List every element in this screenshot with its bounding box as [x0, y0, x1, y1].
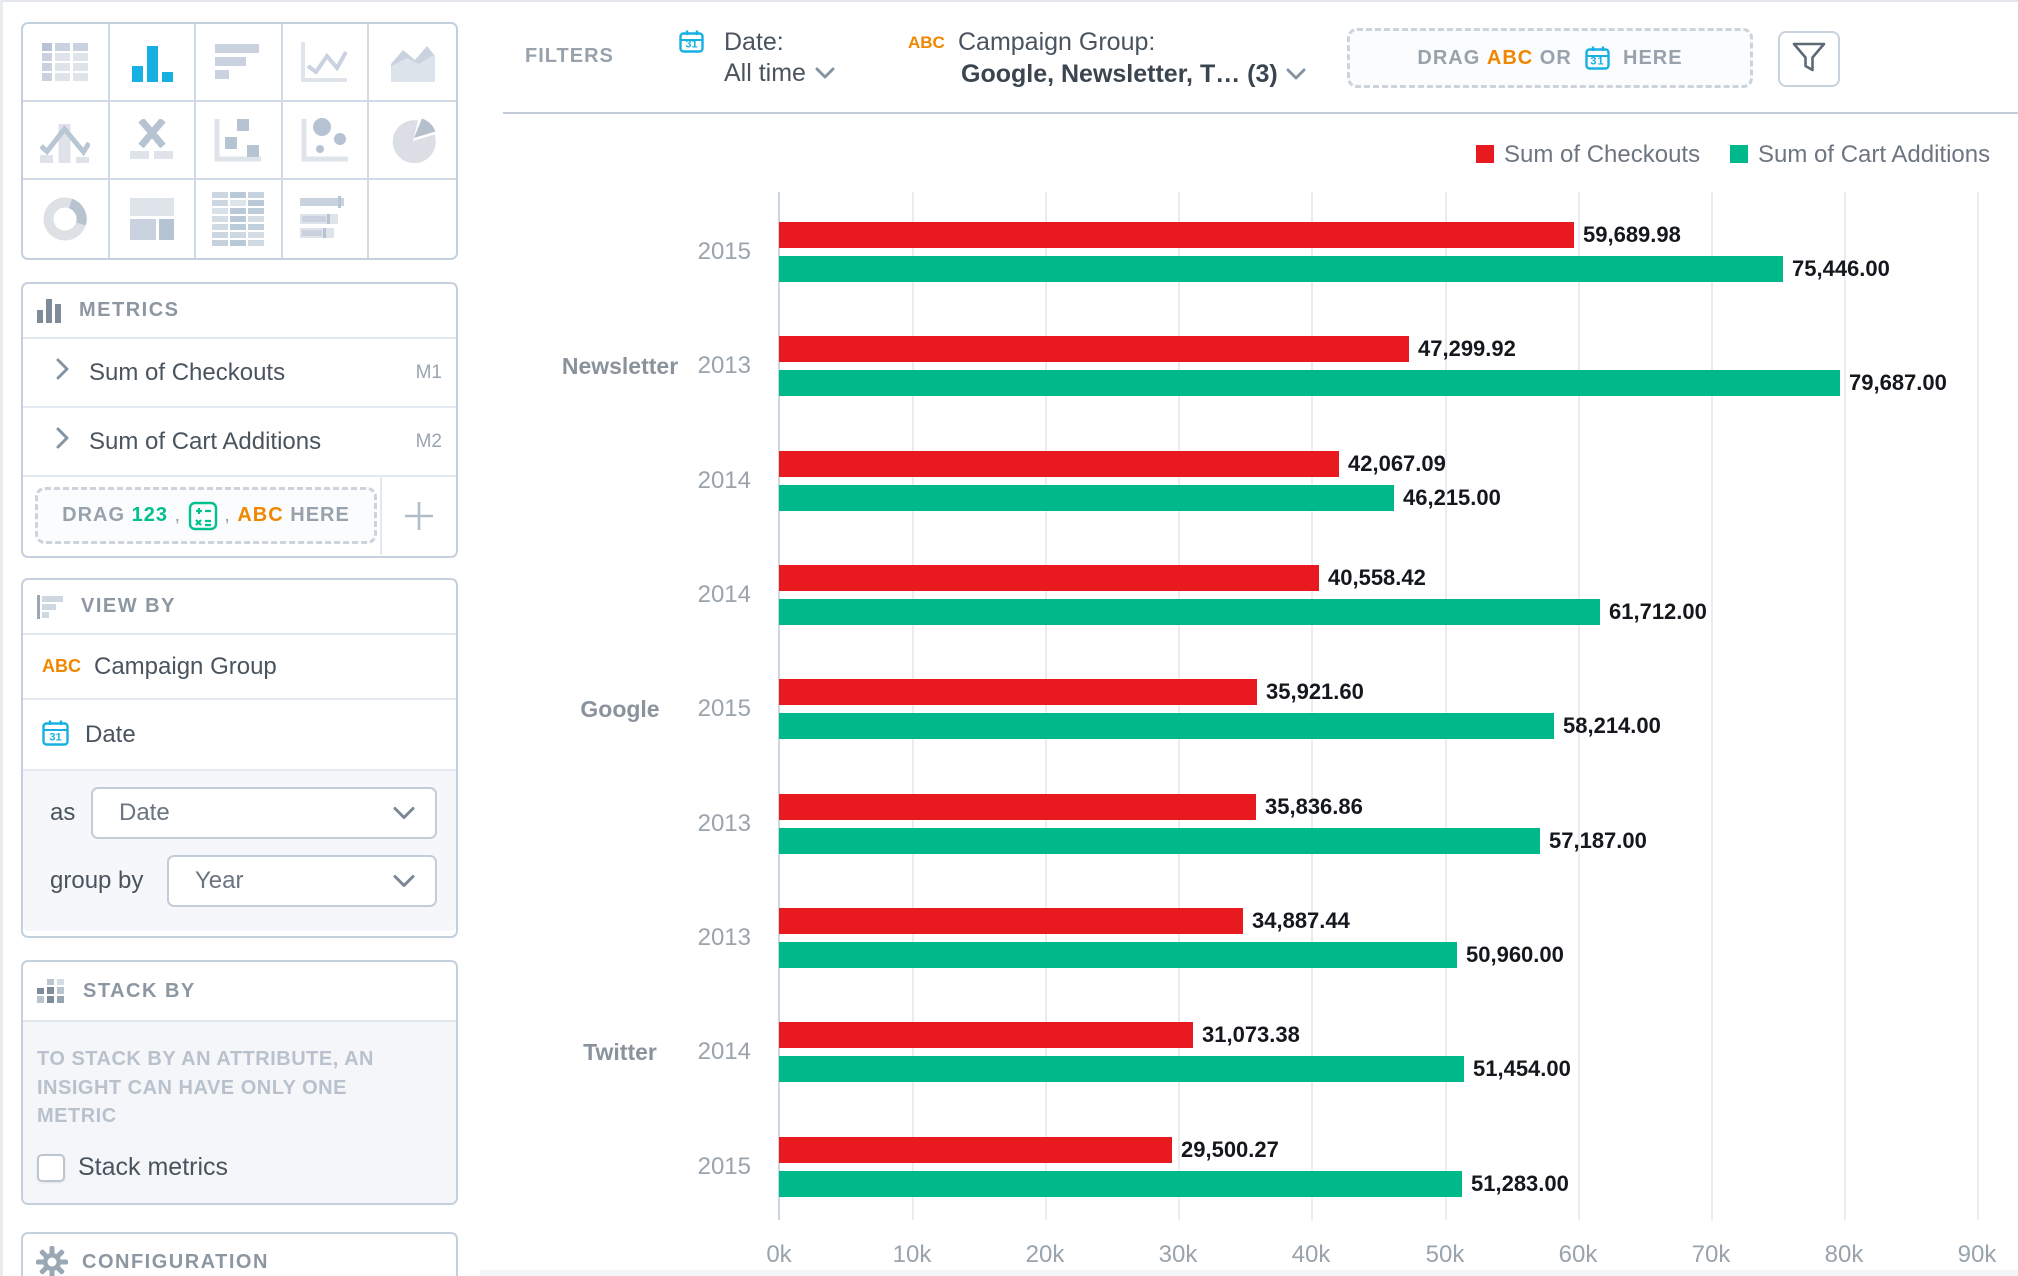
- svg-text:31: 31: [49, 732, 61, 744]
- svg-text:31: 31: [685, 39, 697, 51]
- svg-text:31: 31: [1590, 56, 1604, 68]
